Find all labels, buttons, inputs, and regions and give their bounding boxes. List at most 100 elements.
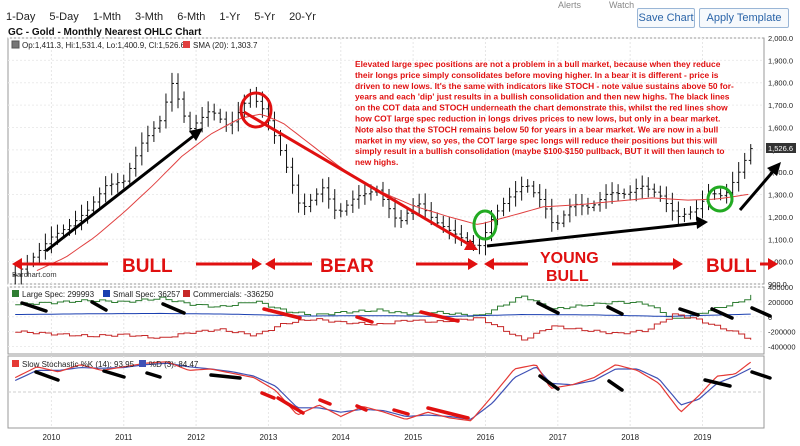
sma-legend-text: SMA (20): 1,303.7 (193, 41, 258, 50)
cot-y-tick-label: 200000 (768, 298, 793, 307)
cot-legend: Large Spec: 299993 Small Spec: 36257 Com… (12, 290, 274, 299)
ohlc-bar (387, 188, 392, 219)
ohlc-bar (525, 179, 530, 193)
stoch-bear-dash (318, 398, 332, 406)
young-bull-arrow-left-head (484, 258, 494, 270)
period-5day[interactable]: 5-Day (49, 11, 79, 23)
period-1mth[interactable]: 1-Mth (92, 11, 121, 23)
ohlc-bar (742, 152, 747, 179)
cot-annotation-marks (20, 300, 772, 324)
x-tick-label: 2018 (621, 433, 639, 442)
ohlc-bar (519, 176, 524, 201)
x-tick-label: 2017 (549, 433, 567, 442)
ohlc-bar (362, 183, 367, 205)
x-tick-label: 2016 (477, 433, 495, 442)
ohlc-bar (447, 216, 452, 240)
period-5yr[interactable]: 5-Yr (254, 11, 275, 23)
stoch-bull-dash (102, 369, 126, 379)
ohlc-bar (182, 91, 187, 123)
period-selector: 1-Day 5-Day 1-Mth 3-Mth 6-Mth 1-Yr 5-Yr … (6, 11, 327, 23)
stoch-annotation-marks (34, 369, 772, 420)
stoch-bear-dash (355, 404, 368, 412)
phase-label-bull-1: BULL (122, 256, 173, 277)
cot-bull-dash (606, 305, 624, 316)
period-3mth[interactable]: 3-Mth (135, 11, 164, 23)
ohlc-bar (296, 174, 301, 213)
price-y-tick-label: 1,400.0 (768, 168, 793, 177)
ohlc-bar (399, 209, 404, 228)
bear-arrow-left-head (265, 258, 275, 270)
price-y-tick-label: 1,300.0 (768, 191, 793, 200)
phase-arrows: BULL BEAR YOUNG BULL BULL (12, 250, 778, 285)
ohlc-bar (423, 193, 428, 221)
commercials-legend: Commercials: -336250 (193, 290, 274, 299)
period-20yr[interactable]: 20-Yr (289, 11, 316, 23)
bull-trendline-head (189, 128, 203, 141)
ohlc-bar (13, 264, 18, 285)
ohlc-bar (115, 173, 120, 193)
stoch-bull-dash (145, 371, 162, 379)
ohlc-bar (664, 186, 669, 213)
ohlc-bar (501, 197, 506, 217)
annotation-text: Elevated large spec positions are not a … (355, 59, 734, 167)
ohlc-bar (459, 224, 464, 246)
period-6mth[interactable]: 6-Mth (177, 11, 206, 23)
save-chart-button[interactable]: Save Chart (637, 8, 695, 28)
period-1day[interactable]: 1-Day (6, 11, 36, 23)
last-price-tag (766, 143, 796, 153)
ohlc-bar (724, 183, 729, 204)
stoch-d-swatch (139, 360, 146, 367)
ohlc-bar (163, 93, 168, 129)
cot-bull-dash (536, 301, 560, 315)
ohlc-bar (338, 203, 343, 218)
ohlc-bar (200, 106, 205, 133)
small-spec-swatch (103, 290, 110, 297)
bull-arrow-right-head (252, 258, 262, 270)
x-tick-label: 2014 (332, 433, 350, 442)
bull-circle (706, 185, 734, 213)
stoch-bull-dash (209, 373, 242, 380)
ohlc-bar (676, 201, 681, 225)
cot-bear-dash (419, 310, 460, 323)
sma-line (36, 113, 749, 272)
annotation-line: their longs price simply consolidates be… (355, 70, 719, 80)
price-y-tick-label: 900.0 (768, 280, 787, 289)
period-1yr[interactable]: 1-Yr (219, 11, 241, 23)
price-y-tick-label: 2,000.0 (768, 34, 793, 43)
sma-legend-swatch (183, 41, 190, 48)
price-panel-frame (7, 37, 765, 285)
ohlc-bar (320, 178, 325, 203)
alerts-link[interactable]: Alerts (558, 0, 582, 10)
ohlc-bar (151, 121, 156, 142)
commercials-line (15, 313, 752, 341)
ohlc-bar (616, 184, 621, 202)
apply-template-button[interactable]: Apply Template (699, 8, 789, 28)
toolbar: 1-Day 5-Day 1-Mth 3-Mth 6-Mth 1-Yr 5-Yr … (0, 0, 800, 28)
ohlc-bar (622, 188, 627, 199)
ohlc-bar (103, 176, 108, 203)
stoch-bear-dash (260, 391, 276, 400)
ohlc-bar (646, 177, 651, 198)
trendline-annotations (45, 91, 781, 253)
bull-trendline (45, 132, 197, 253)
x-tick-label: 2015 (404, 433, 422, 442)
ohlc-bar (109, 173, 114, 196)
stoch-bull-dash (538, 374, 560, 391)
young-bull-trendline (486, 221, 701, 248)
annotation-line: new highs. (355, 157, 398, 167)
ohlc-bar (350, 190, 355, 213)
cot-y-tick-label: -200000 (768, 328, 796, 337)
ohlc-bar (531, 180, 536, 198)
ohlc-bar (549, 198, 554, 232)
stoch-k-swatch (12, 360, 19, 367)
watch-link[interactable]: Watch (609, 0, 635, 10)
ohlc-bar (218, 108, 223, 124)
stoch-bear-dash (392, 408, 410, 416)
annotation-line: Note also that the STOCH remains below 5… (355, 124, 718, 134)
bear-arrow-right-head (468, 258, 478, 270)
ohlc-bar (169, 72, 174, 112)
annotation-line: Elevated large spec positions are not a … (355, 59, 721, 69)
phase-label-young: YOUNG (540, 250, 599, 267)
bear-trendline (243, 110, 471, 247)
young-bull-trendline-head (696, 216, 708, 229)
